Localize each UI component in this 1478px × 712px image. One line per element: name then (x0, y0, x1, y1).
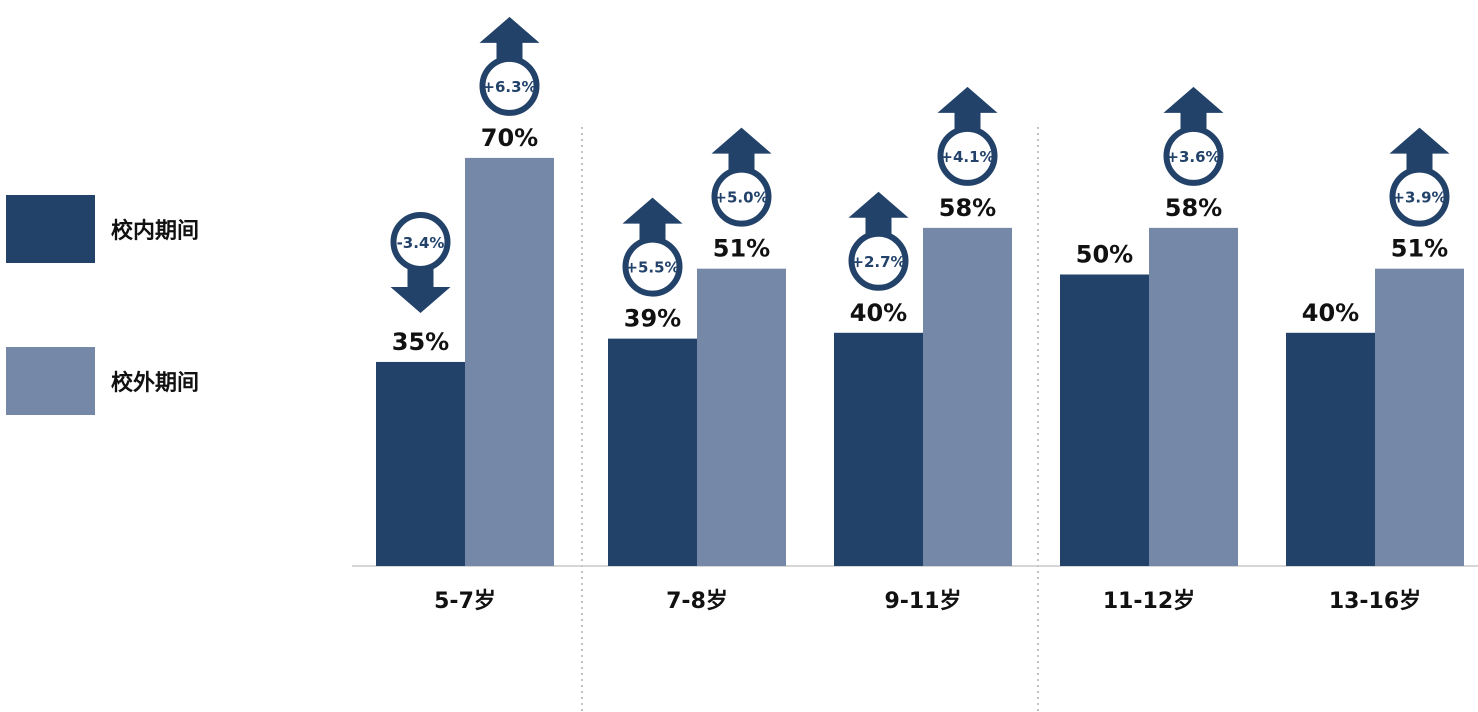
change-badge-s1-c0: +6.3% (479, 16, 540, 116)
badge-circle (1163, 125, 1224, 186)
change-label: +3.6% (1166, 148, 1220, 166)
legend-label-in-school: 校内期间 (111, 219, 200, 244)
change-label: +4.1% (940, 148, 994, 166)
value-label-s0-c0: 35% (392, 328, 449, 356)
legend-item-in-school: 校内期间 (6, 195, 199, 263)
x-tick-label-4: 13-16岁 (1329, 588, 1421, 614)
change-badge-s1-c4: +3.9% (1389, 127, 1450, 227)
arrow-up-icon (1389, 127, 1450, 174)
x-tick-label-3: 11-12岁 (1103, 588, 1195, 614)
bar-s1-c1 (697, 268, 786, 566)
bar-s0-c2 (834, 332, 923, 566)
bar-s1-c0 (465, 157, 554, 566)
x-tick-label-0: 5-7岁 (434, 588, 496, 614)
value-label-s1-c1: 51% (713, 235, 770, 263)
x-tick-label-2: 9-11岁 (884, 588, 961, 614)
value-label-s0-c2: 40% (850, 299, 907, 327)
legend-swatch-out-school (6, 347, 95, 415)
value-label-s1-c4: 51% (1391, 235, 1448, 263)
change-badge-s0-c2: +2.7% (848, 191, 909, 291)
arrow-up-icon (479, 16, 540, 63)
badge-circle (622, 236, 683, 297)
badge-circle (937, 125, 998, 186)
arrow-up-icon (1163, 86, 1224, 133)
change-badge-s0-c1: +5.5% (622, 197, 683, 297)
bar-s1-c3 (1149, 227, 1238, 567)
change-badge-s1-c1: +5.0% (711, 127, 772, 227)
change-label: +6.3% (482, 78, 536, 96)
badge-circle (1389, 166, 1450, 227)
value-label-s0-c1: 39% (624, 305, 681, 333)
arrow-down-icon (390, 264, 451, 313)
arrow-up-icon (711, 127, 772, 174)
change-badges: -3.4% +6.3% +5.5% +5.0% +2.7% +4.1% +3.6% +3.9% (390, 16, 1450, 313)
value-labels: 35% 39% 40% 50% 40% 70% 51% 58% 58% 51% (392, 124, 1448, 356)
change-badge-s1-c3: +3.6% (1163, 86, 1224, 186)
change-label: +2.7% (851, 253, 905, 271)
legend-label-out-school: 校外期间 (111, 371, 200, 396)
value-label-s1-c3: 58% (1165, 194, 1222, 222)
value-label-s1-c0: 70% (481, 124, 538, 152)
change-badge-s0-c0: -3.4% (390, 211, 451, 313)
badge-circle (479, 55, 540, 116)
x-tick-label-1: 7-8岁 (666, 588, 728, 614)
group-separators (581, 127, 1039, 712)
value-label-s0-c3: 50% (1076, 241, 1133, 269)
bar-s1-c2 (923, 227, 1012, 567)
change-badge-s1-c2: +4.1% (937, 86, 998, 186)
legend-swatch-in-school (6, 195, 95, 263)
value-label-s0-c4: 40% (1302, 299, 1359, 327)
value-label-s1-c2: 58% (939, 194, 996, 222)
arrow-up-icon (848, 191, 909, 238)
change-label: -3.4% (397, 234, 445, 252)
bar-s1-c4 (1375, 268, 1464, 566)
change-label: +3.9% (1392, 189, 1446, 207)
bar-s0-c4 (1286, 332, 1375, 566)
legend-item-out-school: 校外期间 (6, 347, 199, 415)
badge-circle (848, 230, 909, 291)
bar-s0-c1 (608, 338, 697, 566)
badge-circle (390, 211, 451, 272)
bar-s0-c0 (376, 361, 465, 566)
change-label: +5.0% (714, 189, 768, 207)
x-tick-labels: 5-7岁 7-8岁 9-11岁 11-12岁 13-16岁 (434, 588, 1421, 614)
arrow-up-icon (937, 86, 998, 133)
bar-s0-c3 (1060, 274, 1149, 566)
arrow-up-icon (622, 197, 683, 244)
change-label: +5.5% (625, 259, 679, 277)
bars (376, 157, 1464, 567)
badge-circle (711, 166, 772, 227)
